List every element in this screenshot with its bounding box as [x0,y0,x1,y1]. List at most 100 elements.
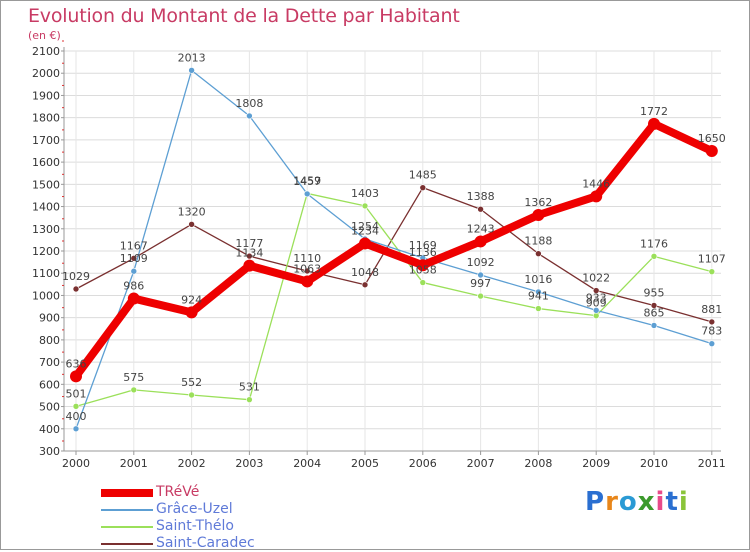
y-axis: 300 400 500 600 700 800 900 1000 1100 1200 1300 140… [32,40,64,458]
chart-unit: (en €) [28,29,61,42]
legend-label: Saint-Caradec [156,535,255,551]
legend-swatch [101,489,153,497]
legend-swatch [101,526,153,528]
data-point [592,287,600,294]
data-point [650,253,658,260]
data-label: 1016 [524,273,552,286]
y-tick-label: 1100 [32,267,60,280]
data-label: 955 [644,286,665,299]
data-label: 1388 [467,190,495,203]
y-tick-label: 2100 [32,45,60,58]
x-tick-label: 2008 [524,457,552,470]
y-tick-label: 1700 [32,134,60,147]
data-label: 1048 [351,266,379,279]
data-label: 924 [181,293,202,306]
data-point [185,306,198,319]
data-label: 783 [701,325,722,338]
x-tick-label: 2006 [409,457,437,470]
data-point [72,285,80,293]
data-point [650,322,658,329]
y-tick-label: 500 [39,401,60,414]
data-point [416,259,429,272]
x-tick-label: 2001 [120,457,148,470]
logo-letter: t [665,487,679,517]
series-tr-v- [70,117,718,383]
data-label: 1320 [178,205,206,218]
y-tick-label: 1300 [32,223,60,236]
legend-label: Grâce-Uzel [156,501,233,517]
data-point [474,235,487,248]
legend-swatch [101,509,153,511]
data-point [477,205,484,213]
data-point [246,112,253,120]
data-point [246,396,253,403]
chart-title: Evolution du Montant de la Dette par Hab… [28,5,460,27]
x-tick-label: 2009 [582,457,610,470]
data-point [648,117,660,130]
y-tick-label: 2000 [32,67,60,80]
legend-swatch [101,543,153,545]
data-point [188,391,195,399]
x-tick-label: 2002 [178,457,206,470]
data-label: 1107 [698,253,726,266]
data-label: 400 [66,410,87,423]
y-tick-label: 300 [39,445,60,458]
data-label: 1136 [409,246,437,259]
y-tick-label: 900 [39,312,60,325]
data-label: 1457 [293,175,321,188]
data-label: 881 [701,303,722,316]
data-label: 1029 [62,270,90,283]
data-label: 636 [66,357,87,370]
data-label: 1650 [698,132,726,145]
data-point [130,386,138,394]
logo-letter: o [618,487,638,517]
data-label: 1459 [293,174,321,187]
logo-letter: x [637,487,656,517]
y-tick-label: 1800 [32,112,60,125]
data-label: 1234 [351,224,379,237]
data-point [359,237,371,250]
data-point [532,209,545,221]
logo-letter: i [678,487,689,517]
data-label: 1058 [409,264,437,277]
data-label: 1134 [235,247,263,260]
series-line [72,119,716,381]
data-point [477,271,484,279]
data-label: 2013 [178,51,206,64]
data-label: 1109 [120,252,148,265]
data-point [592,307,600,314]
proxiti-logo: Proxiti [585,487,689,517]
data-point [70,370,82,383]
data-point [130,255,138,262]
data-label: 933 [586,291,607,304]
data-point [650,302,658,309]
data-point [708,318,716,326]
y-tick-label: 1400 [32,201,60,214]
y-tick-label: 700 [39,356,60,369]
data-label: 1772 [640,105,668,118]
legend-label: Saint-Thélo [156,518,234,534]
data-point [188,67,195,74]
data-label: 1063 [293,262,321,275]
data-label: 1092 [467,256,495,269]
data-label: 1167 [120,239,148,252]
data-label: 1110 [293,252,321,265]
y-tick-label: 800 [39,334,60,347]
series-line [75,69,713,430]
data-label: 1176 [640,237,668,250]
x-axis: 2000 2001 2002 2003 2004 2005 2006 2007 2008 2009… [62,451,726,470]
x-tick-label: 2005 [351,457,379,470]
data-point [535,250,542,257]
series-line [75,192,713,407]
data-point [361,281,369,289]
y-tick-label: 1900 [32,89,60,102]
x-tick-label: 2007 [467,457,495,470]
data-label: 1188 [524,235,552,248]
data-label: 997 [470,277,491,290]
data-point [72,425,80,433]
data-labels: 636 986 924 1134 1063 1234 1136 1243 1362 1446 177… [62,51,726,422]
data-point [419,184,427,191]
y-tick-label: 400 [39,423,60,436]
series-saint-caradec [72,184,716,326]
legend-label: TRéVé [156,484,200,500]
